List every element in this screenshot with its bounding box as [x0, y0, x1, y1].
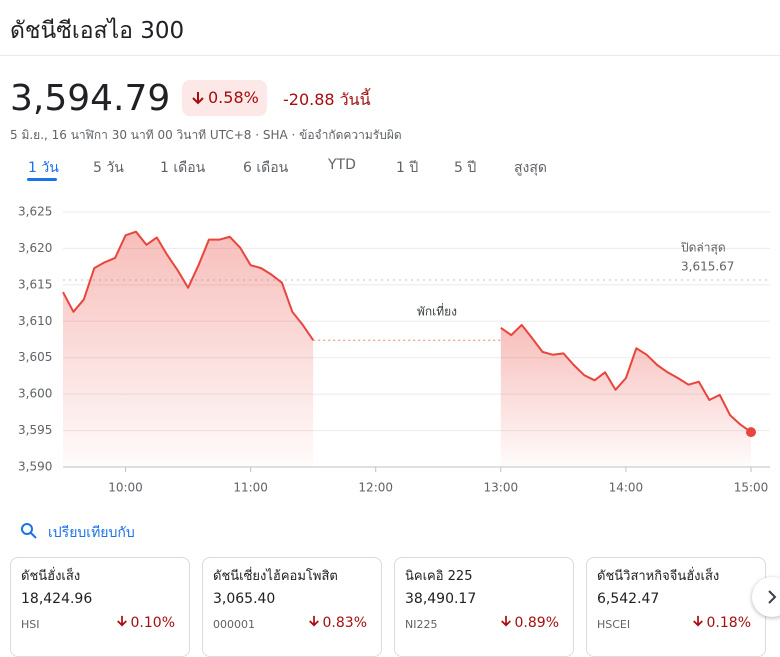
card-code: NI225	[405, 618, 438, 631]
tab[interactable]: 5 วัน	[93, 160, 124, 176]
area	[63, 231, 314, 467]
lunch-label: พักเที่ยง	[417, 303, 457, 319]
y-tick-label: 3,625	[18, 205, 52, 219]
card-value: 38,490.17	[405, 591, 477, 607]
x-tick-label: 13:00	[484, 481, 519, 495]
card-change: 0.89%	[500, 615, 559, 631]
tab-underline	[27, 178, 57, 181]
card-change: 0.83%	[308, 615, 367, 631]
card-change-text: 0.10%	[130, 615, 175, 631]
card-name: นิคเคอิ 225	[405, 569, 473, 584]
card-code: 000001	[213, 618, 255, 631]
y-tick-label: 3,620	[18, 241, 52, 255]
tab[interactable]: 1 เดือน	[160, 160, 206, 176]
y-tick-label: 3,590	[18, 460, 52, 474]
x-tick-label: 10:00	[108, 481, 143, 495]
tab[interactable]: 5 ปี	[454, 160, 477, 176]
x-tick-label: 15:00	[734, 481, 769, 495]
y-tick-label: 3,605	[18, 350, 52, 364]
chart: 3,590 3,595 3,600 3,605 3,610 3,615 3,620 3,625…	[18, 205, 770, 495]
card-code: HSI	[21, 618, 40, 631]
card-change: 0.18%	[692, 615, 751, 631]
y-tick-label: 3,600	[18, 387, 52, 401]
change-pct: 0.58%	[208, 88, 259, 107]
last-point	[746, 427, 756, 438]
change-badge: 0.58%	[182, 80, 267, 116]
card-name: ดัชนีวิสาหกิจจีนฮั่งเส็ง	[597, 569, 720, 584]
card-change-text: 0.89%	[514, 615, 559, 631]
divider	[0, 55, 780, 56]
down-arrow	[116, 615, 127, 627]
y-tick-label: 3,615	[18, 277, 52, 291]
card-name: ดัชนีฮั่งเส็ง	[21, 569, 81, 584]
compare-card[interactable]: ดัชนีวิสาหกิจจีนฮั่งเส็ง 6,542.47 HSCEI 0.1…	[586, 557, 766, 657]
x-tick-label: 12:00	[358, 481, 393, 495]
timestamp: 5 มิ.ย., 16 นาฬิกา 30 นาที 00 วินาที UTC…	[10, 128, 402, 142]
card-value: 18,424.96	[21, 591, 93, 607]
card-change-text: 0.18%	[706, 615, 751, 631]
title: ดัชนีซีเอสไอ 300	[10, 18, 185, 44]
search-icon	[21, 523, 37, 539]
prev-close-label: ปิดล่าสุด	[680, 240, 725, 255]
compare-card[interactable]: ดัชนีฮั่งเส็ง 18,424.96 HSI 0.10%	[10, 557, 190, 657]
compare-card[interactable]: นิคเคอิ 225 38,490.17 NI225 0.89%	[394, 557, 574, 657]
card-value: 6,542.47	[597, 591, 660, 607]
tab[interactable]: 1 วัน	[28, 160, 59, 176]
compare-card[interactable]: ดัชนีเซี่ยงไฮ้คอมโพสิต 3,065.40 000001 0.83…	[202, 557, 382, 657]
down-arrow	[308, 615, 319, 627]
x-tick-label: 14:00	[609, 481, 644, 495]
price: 3,594.79	[10, 78, 171, 119]
y-tick-label: 3,595	[18, 423, 52, 437]
card-code: HSCEI	[597, 618, 631, 631]
change-abs: -20.88 วันนี้	[283, 90, 371, 109]
prev-close-value: 3,615.67	[681, 259, 734, 273]
chevron	[768, 590, 777, 604]
x-tick-label: 11:00	[233, 481, 268, 495]
card-change: 0.10%	[116, 615, 175, 631]
card-change-text: 0.83%	[322, 615, 367, 631]
down-arrow	[192, 92, 204, 105]
tab[interactable]: สูงสุด	[514, 160, 548, 176]
tab[interactable]: YTD	[328, 157, 356, 173]
down-arrow	[500, 615, 511, 627]
next-button[interactable]	[752, 577, 780, 617]
area	[500, 324, 751, 467]
compare-label[interactable]: เปรียบเทียบกับ	[48, 525, 135, 541]
tab[interactable]: 1 ปี	[396, 160, 419, 176]
price-line	[62, 230, 752, 433]
page: {"header":{"title":"ดัชนีซีเอสไอ 300","p…	[0, 18, 780, 657]
tab[interactable]: 6 เดือน	[243, 160, 289, 176]
card-value: 3,065.40	[213, 591, 276, 607]
down-arrow	[692, 615, 703, 627]
card-name: ดัชนีเซี่ยงไฮ้คอมโพสิต	[213, 569, 338, 584]
y-tick-label: 3,610	[18, 314, 52, 328]
